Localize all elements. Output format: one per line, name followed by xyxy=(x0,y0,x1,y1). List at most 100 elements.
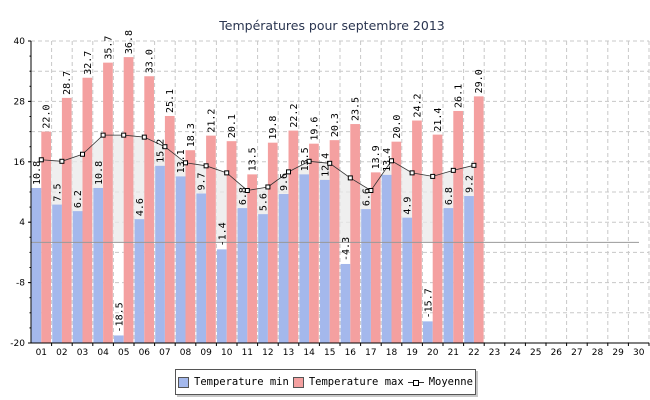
legend-item-min: Temperature min xyxy=(178,376,289,388)
bar-min xyxy=(402,218,412,343)
bar-max xyxy=(412,121,422,343)
average-marker xyxy=(225,171,229,175)
bar-max xyxy=(83,78,93,343)
average-marker xyxy=(266,185,270,189)
label-max: 19.8 xyxy=(268,116,279,140)
label-min: 10.8 xyxy=(32,161,43,185)
label-min: 6.8 xyxy=(444,187,455,205)
label-min: -18.5 xyxy=(114,302,125,332)
label-max: 13.5 xyxy=(248,147,259,171)
label-min: 12.4 xyxy=(320,153,331,177)
label-max: 18.3 xyxy=(186,123,197,147)
legend-swatch-min xyxy=(178,377,189,388)
average-marker xyxy=(348,176,352,180)
x-tick-label: 20 xyxy=(427,348,439,358)
label-min: 9.6 xyxy=(279,173,290,191)
bar-min xyxy=(320,180,330,343)
bar-max xyxy=(268,143,278,343)
legend-swatch-max xyxy=(293,377,304,388)
label-max: 25.1 xyxy=(165,89,176,113)
average-marker xyxy=(122,133,126,137)
x-tick-label: 24 xyxy=(509,348,521,358)
x-tick-label: 26 xyxy=(551,348,563,358)
x-tick-label: 19 xyxy=(406,348,418,358)
x-tick-label: 04 xyxy=(97,348,109,358)
bar-min xyxy=(217,249,227,343)
bar-min xyxy=(464,196,474,343)
y-tick-label: 4 xyxy=(19,218,25,228)
bar-max xyxy=(453,111,463,343)
y-tick-label: 16 xyxy=(14,158,26,168)
bar-max xyxy=(350,124,360,343)
x-tick-label: 07 xyxy=(159,348,170,358)
label-max: 24.2 xyxy=(412,93,423,117)
legend-label-min: Temperature min xyxy=(194,376,289,388)
bar-min xyxy=(361,209,371,343)
label-max: 28.7 xyxy=(62,71,73,95)
bar-min xyxy=(32,188,42,343)
x-tick-label: 16 xyxy=(345,348,357,358)
label-max: 22.2 xyxy=(289,103,300,127)
average-marker xyxy=(101,133,105,137)
label-min: 5.6 xyxy=(259,193,270,211)
label-max: 26.1 xyxy=(454,84,465,108)
label-max: 21.4 xyxy=(433,108,444,132)
x-tick-label: 08 xyxy=(180,348,192,358)
label-max: 35.7 xyxy=(103,36,114,60)
x-tick-label: 27 xyxy=(571,348,582,358)
x-tick-label: 01 xyxy=(36,348,47,358)
label-min: 9.7 xyxy=(197,172,208,190)
bar-min xyxy=(341,264,351,343)
x-tick-label: 10 xyxy=(221,348,233,358)
x-tick-label: 23 xyxy=(489,348,500,358)
bar-min xyxy=(196,194,206,343)
label-min: 9.2 xyxy=(465,175,476,193)
y-tick-label: 28 xyxy=(14,97,26,107)
bar-max xyxy=(309,144,319,343)
label-min: 10.8 xyxy=(94,161,105,185)
y-tick-label: -20 xyxy=(10,339,25,349)
legend-label-max: Temperature max xyxy=(309,376,404,388)
label-max: 20.1 xyxy=(227,114,238,138)
average-marker xyxy=(451,168,455,172)
label-max: 32.7 xyxy=(83,51,94,75)
bar-min xyxy=(382,175,392,343)
x-tick-label: 15 xyxy=(324,348,335,358)
bar-min xyxy=(238,208,248,343)
x-tick-label: 12 xyxy=(262,348,273,358)
average-marker xyxy=(431,174,435,178)
label-max: 13.9 xyxy=(371,145,382,169)
label-min: 4.6 xyxy=(135,198,146,216)
legend-swatch-avg xyxy=(408,378,424,387)
bar-min xyxy=(423,321,433,343)
x-tick-label: 03 xyxy=(77,348,88,358)
bar-max xyxy=(289,131,299,343)
x-tick-label: 02 xyxy=(56,348,67,358)
x-tick-label: 17 xyxy=(365,348,376,358)
x-tick-label: 06 xyxy=(139,348,151,358)
bar-min xyxy=(444,208,454,343)
average-marker xyxy=(472,163,476,167)
y-tick-label: -8 xyxy=(16,279,25,289)
label-min: 6.8 xyxy=(238,187,249,205)
legend-item-max: Temperature max xyxy=(293,376,404,388)
label-min: 6.6 xyxy=(362,188,373,206)
x-tick-label: 22 xyxy=(468,348,479,358)
label-max: 36.8 xyxy=(124,30,135,54)
bar-min xyxy=(299,174,309,343)
label-min: 13.4 xyxy=(382,148,393,172)
bar-min xyxy=(93,188,103,343)
bar-max xyxy=(124,57,134,343)
average-marker xyxy=(60,159,64,163)
label-min: 13.5 xyxy=(300,147,311,171)
average-marker xyxy=(410,171,414,175)
x-tick-label: 29 xyxy=(612,348,624,358)
bar-min xyxy=(176,176,186,343)
x-tick-label: 18 xyxy=(386,348,398,358)
x-tick-label: 30 xyxy=(633,348,645,358)
average-marker xyxy=(142,135,146,139)
x-tick-label: 13 xyxy=(283,348,294,358)
bar-max xyxy=(103,63,113,343)
label-max: 23.5 xyxy=(351,97,362,121)
chart-title: Températures pour septembre 2013 xyxy=(218,18,444,33)
